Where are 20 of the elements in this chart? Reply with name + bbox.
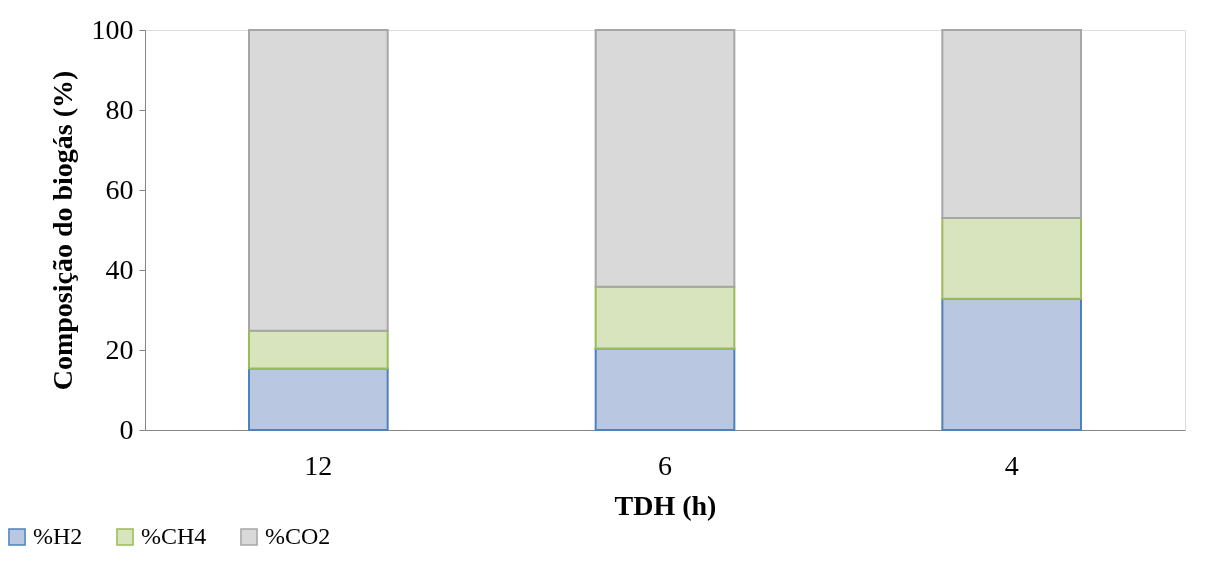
legend-label: %CO2 — [265, 523, 331, 549]
x-axis-title: TDH (h) — [614, 489, 717, 521]
y-tick-label: 0 — [119, 413, 134, 445]
y-axis-title: Composição do biogás (%) — [46, 70, 78, 391]
bar — [248, 329, 389, 370]
x-tick-label: 6 — [658, 449, 672, 481]
x-tick-label: 12 — [304, 449, 333, 481]
y-tick-label: 20 — [105, 333, 134, 365]
bar — [594, 285, 736, 350]
y-tick-label: 40 — [105, 253, 134, 285]
x-tick-label: 4 — [1004, 449, 1019, 481]
y-tick-label: 80 — [105, 93, 134, 125]
legend-label: %CH4 — [141, 523, 207, 549]
bar — [248, 367, 389, 431]
bar — [941, 217, 1082, 300]
bar — [594, 347, 736, 431]
y-tick-label: 60 — [105, 173, 134, 205]
bar — [941, 297, 1082, 431]
y-tick-label: 100 — [91, 13, 134, 45]
legend-label: %H2 — [33, 523, 83, 549]
